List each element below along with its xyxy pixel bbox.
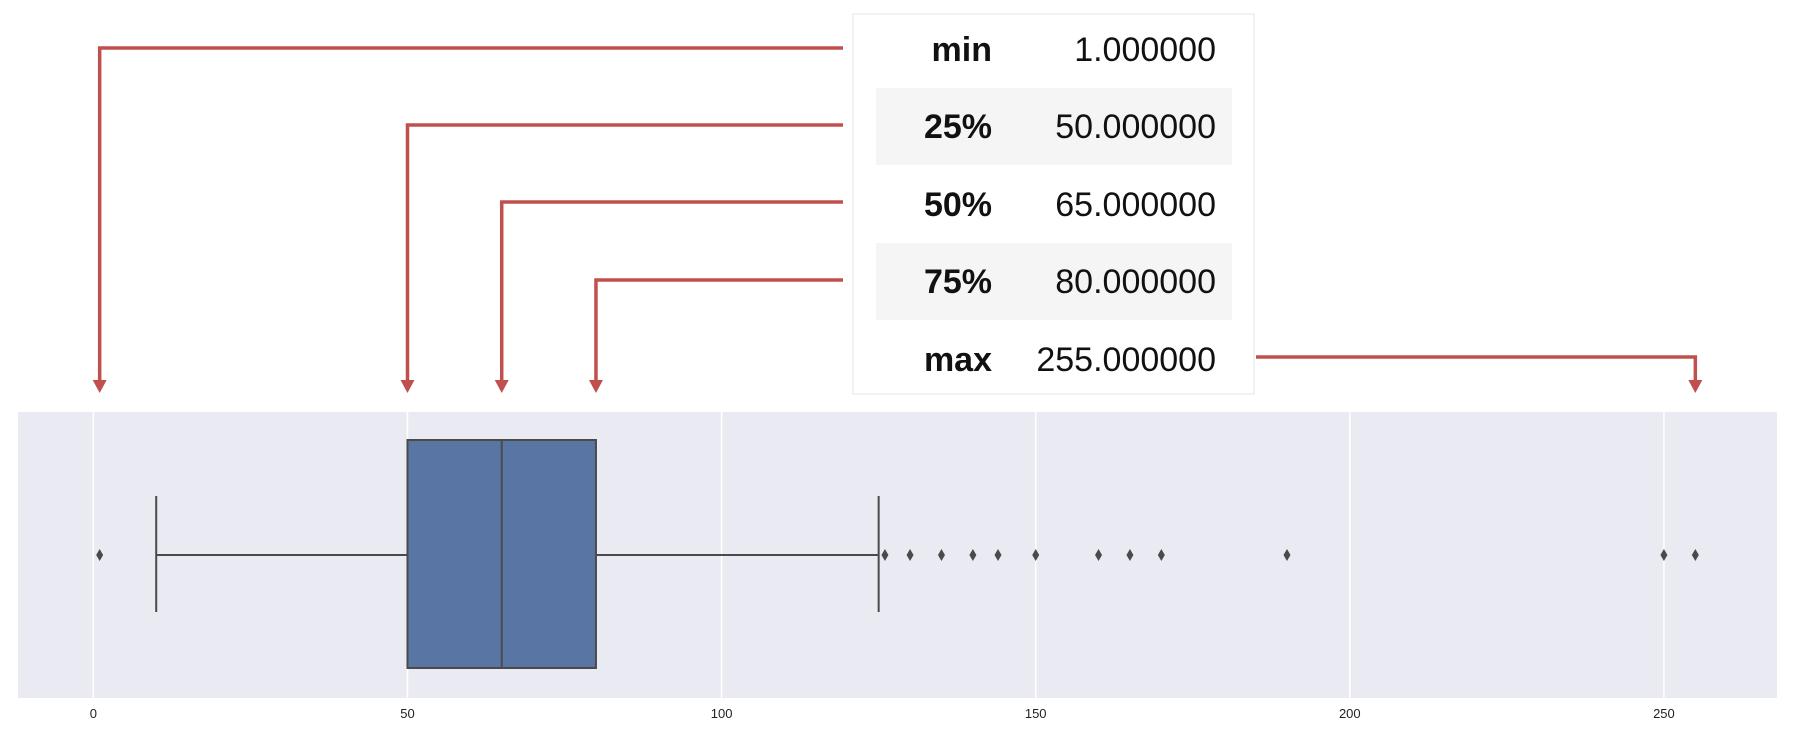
outlier-point-2 <box>906 549 914 561</box>
stats-table: min 1.000000 25% 50.000000 50% 65.000000… <box>852 13 1255 395</box>
arrow-head-q3 <box>588 380 603 393</box>
annotation-arrows <box>92 46 1703 393</box>
stat-value-25: 50.000000 <box>1055 108 1216 146</box>
outlier-point-6 <box>1032 549 1040 561</box>
outlier-points <box>96 549 1699 561</box>
box-plot <box>155 439 880 669</box>
arrow-line-min <box>97 46 843 381</box>
outlier-point-11 <box>1660 549 1668 561</box>
stats-row-stripe <box>876 243 1232 320</box>
stats-table-background <box>852 13 1255 395</box>
outlier-point-12 <box>1691 549 1699 561</box>
stat-value-50: 65.000000 <box>1055 186 1216 224</box>
stat-value-max: 255.000000 <box>1036 341 1216 379</box>
x-tick-label-100: 100 <box>711 706 733 721</box>
stat-label-max: max <box>924 341 992 379</box>
x-tick-label-200: 200 <box>1339 706 1361 721</box>
outlier-point-3 <box>937 549 945 561</box>
arrow-head-min <box>92 380 107 393</box>
arrow-line-median <box>499 200 843 381</box>
stat-value-75: 80.000000 <box>1055 263 1216 301</box>
arrow-line-q3 <box>594 278 843 381</box>
arrow-head-median <box>494 380 509 393</box>
outlier-point-5 <box>994 549 1002 561</box>
arrow-line-max <box>1256 355 1698 381</box>
outlier-point-10 <box>1283 549 1291 561</box>
x-tick-label-50: 50 <box>400 706 414 721</box>
stats-row-stripe <box>876 88 1232 165</box>
stat-label-50: 50% <box>924 186 992 224</box>
outlier-point-0 <box>96 549 104 561</box>
stat-label-min: min <box>932 31 992 69</box>
outlier-point-4 <box>969 549 977 561</box>
outlier-point-1 <box>881 549 889 561</box>
arrow-head-q1 <box>400 380 415 393</box>
outlier-point-9 <box>1157 549 1165 561</box>
stat-value-min: 1.000000 <box>1074 31 1216 69</box>
x-tick-label-150: 150 <box>1025 706 1047 721</box>
arrow-line-q1 <box>405 123 843 381</box>
arrow-head-max <box>1688 380 1703 393</box>
x-tick-label-250: 250 <box>1653 706 1675 721</box>
x-axis-ticks: 0 50 100 150 200 250 <box>90 706 1675 721</box>
outlier-point-7 <box>1095 549 1103 561</box>
stat-label-75: 75% <box>924 263 992 301</box>
x-tick-label-0: 0 <box>90 706 97 721</box>
outlier-point-8 <box>1126 549 1134 561</box>
stat-label-25: 25% <box>924 108 992 146</box>
